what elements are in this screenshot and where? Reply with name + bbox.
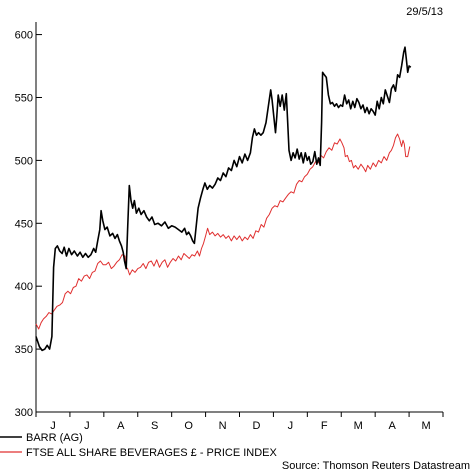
x-tick-label: O	[184, 420, 193, 432]
date-label: 29/5/13	[406, 6, 443, 18]
y-tick-label: 450	[15, 218, 33, 230]
x-tick-label: N	[219, 420, 227, 432]
x-tick-label: J	[84, 420, 90, 432]
x-tick-label: D	[252, 420, 260, 432]
x-tick-label: A	[388, 420, 396, 432]
x-tick-label: M	[354, 420, 363, 432]
y-tick-label: 300	[15, 407, 33, 419]
x-tick-label: A	[117, 420, 125, 432]
legend-label-barr: BARR (AG)	[26, 432, 83, 444]
y-tick-label: 400	[15, 281, 33, 293]
x-tick-label: F	[321, 420, 328, 432]
series-line-ftse	[35, 133, 411, 330]
y-tick-label: 350	[15, 344, 33, 356]
x-tick-label: S	[151, 420, 158, 432]
x-tick-label: J	[50, 420, 56, 432]
y-tick-label: 600	[15, 30, 33, 42]
series-lines	[35, 46, 412, 352]
series-line-barr	[35, 46, 412, 352]
y-axis-ticks: 300 350 400 450 500 550 600	[15, 30, 42, 419]
legend-label-ftse: FTSE ALL SHARE BEVERAGES £ - PRICE INDEX	[26, 447, 277, 459]
x-tick-label: M	[421, 420, 430, 432]
y-tick-label: 500	[15, 155, 33, 167]
source-note: Source: Thomson Reuters Datastream	[282, 460, 470, 472]
x-tick-label: J	[288, 420, 294, 432]
y-tick-label: 550	[15, 92, 33, 104]
